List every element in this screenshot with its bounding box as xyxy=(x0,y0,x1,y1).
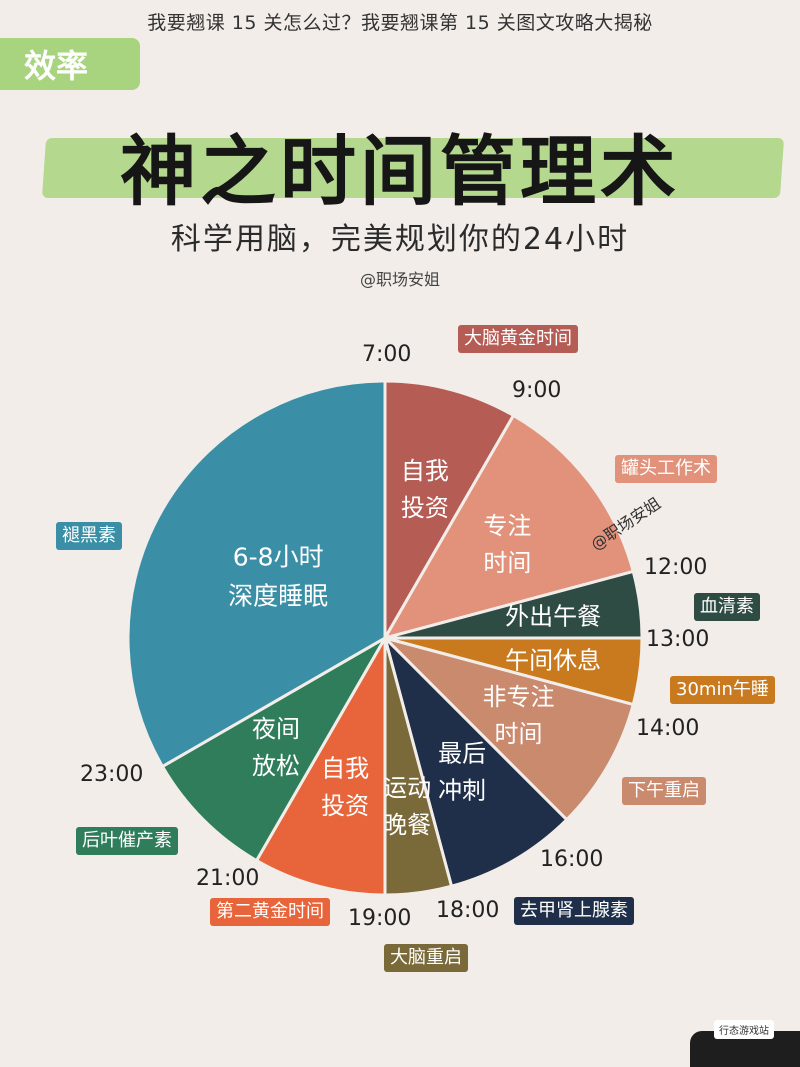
annotation-tag: 褪黑素 xyxy=(56,522,122,550)
time-label: 12:00 xyxy=(644,555,708,580)
slice-label: 运动晚餐 xyxy=(383,774,431,839)
time-label: 18:00 xyxy=(436,898,500,923)
slice-label: 最后冲刺 xyxy=(438,739,486,804)
slice-label: 6-8小时深度睡眠 xyxy=(228,543,328,611)
slice-label: 自我投资 xyxy=(321,755,369,820)
annotation-tag: 血清素 xyxy=(694,593,760,621)
annotation-tag: 大脑重启 xyxy=(384,944,468,972)
slice-label: 自我投资 xyxy=(401,457,449,522)
pie-slice xyxy=(126,379,387,769)
pie-slice xyxy=(379,635,636,822)
annotation-tag: 罐头工作术 xyxy=(615,455,717,483)
time-label: 9:00 xyxy=(512,378,562,403)
pie-slice xyxy=(381,413,636,641)
annotation-tag: 30min午睡 xyxy=(670,676,775,704)
slice-label: 非专注时间 xyxy=(483,683,555,748)
efficiency-badge: 效率 xyxy=(0,38,140,90)
slice-label: 专注时间 xyxy=(483,512,531,577)
author-credit: @职场安姐 xyxy=(359,270,440,289)
annotation-tag: 下午重启 xyxy=(622,777,706,805)
time-label: 16:00 xyxy=(540,847,604,872)
time-label: 23:00 xyxy=(80,762,144,787)
slice-label: 夜间放松 xyxy=(252,715,300,780)
time-label: 7:00 xyxy=(362,342,412,367)
pie-slice xyxy=(383,379,516,644)
time-label: 14:00 xyxy=(636,716,700,741)
subtitle: 科学用脑，完美规划你的24小时 xyxy=(170,222,630,257)
pie-slice xyxy=(382,632,569,889)
slice-label: 外出午餐 xyxy=(505,602,601,630)
annotation-tag: 去甲肾上腺素 xyxy=(514,897,634,925)
corner-watermark: 行态游戏站 xyxy=(714,1020,774,1039)
annotation-tag: 第二黄金时间 xyxy=(210,898,330,926)
slice-label: 午间休息 xyxy=(505,647,601,675)
pie-slice xyxy=(254,632,387,897)
time-label: 21:00 xyxy=(196,866,260,891)
page-title: 我要翘课 15 关怎么过？我要翘课第 15 关图文攻略大揭秘 xyxy=(147,12,653,34)
main-title: 神之时间管理术 xyxy=(120,127,680,216)
time-label: 13:00 xyxy=(646,627,710,652)
pie-slice xyxy=(160,633,390,863)
time-label: 19:00 xyxy=(348,906,412,931)
annotation-tag: 大脑黄金时间 xyxy=(458,325,578,353)
annotation-tag: 后叶催产素 xyxy=(76,827,178,855)
